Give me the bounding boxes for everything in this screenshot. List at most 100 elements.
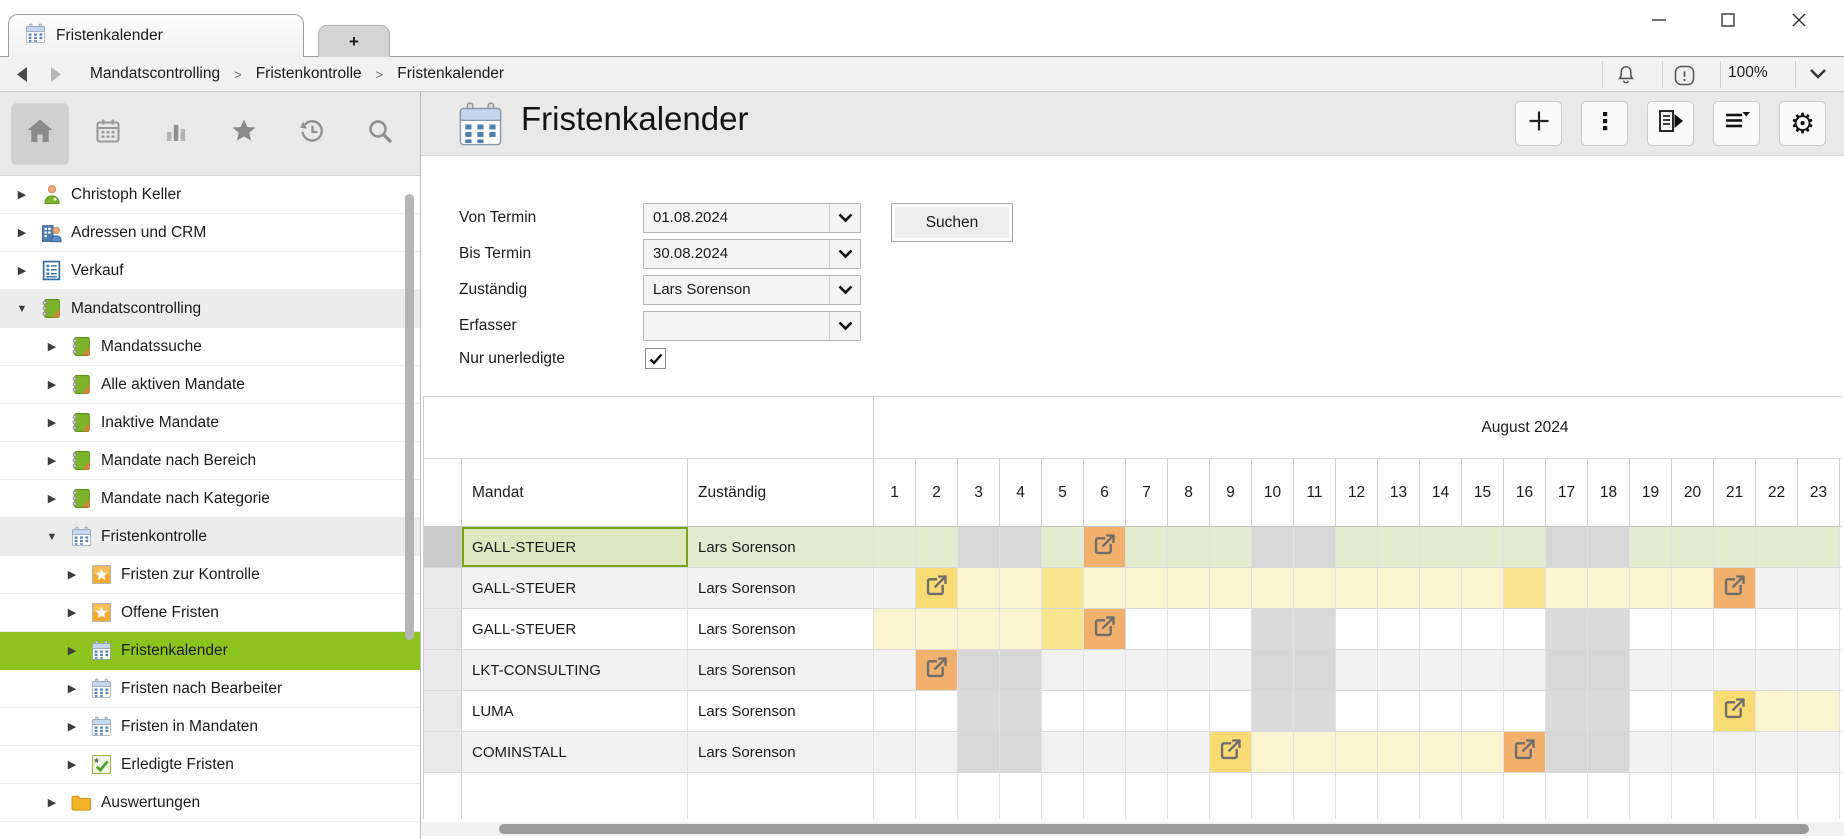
- strip-home-button[interactable]: [11, 102, 69, 165]
- sidebar-scrollbar-thumb[interactable]: [405, 194, 414, 640]
- row-gutter[interactable]: [424, 609, 462, 649]
- nav-forward-button[interactable]: [48, 66, 66, 84]
- row-gutter[interactable]: [424, 527, 462, 567]
- expand-arrow-icon[interactable]: ▶: [67, 683, 77, 695]
- zoom-level[interactable]: 100%: [1728, 64, 1768, 81]
- sidebar-item-inaktive-mandate[interactable]: ▶ Inaktive Mandate: [0, 404, 420, 442]
- expand-arrow-icon[interactable]: ▶: [67, 721, 77, 733]
- sidebar-item-adressen-und-crm[interactable]: ▶ Adressen und CRM: [0, 214, 420, 252]
- deadline-marker-day-6[interactable]: [1084, 527, 1126, 567]
- sidebar-item-fristenkontrolle[interactable]: ▼ Fristenkontrolle: [0, 518, 420, 556]
- close-button[interactable]: [1784, 6, 1814, 34]
- notifications-button[interactable]: [1614, 63, 1638, 92]
- expand-arrow-icon[interactable]: ▶: [67, 645, 77, 657]
- expand-arrow-icon[interactable]: ▶: [47, 417, 57, 429]
- sidebar-item-christoph-keller[interactable]: ▶ Christoph Keller: [0, 176, 420, 214]
- deadline-marker-day-2[interactable]: [916, 568, 958, 608]
- breadcrumb-item-2[interactable]: Fristenkontrolle: [255, 65, 362, 82]
- strip-calendar-button[interactable]: [79, 103, 137, 165]
- expand-arrow-icon[interactable]: ▶: [47, 493, 57, 505]
- filter-dropdown-1[interactable]: 01.08.2024: [643, 203, 861, 233]
- sidebar-scrollbar[interactable]: [405, 180, 415, 830]
- strip-star-button[interactable]: [215, 103, 273, 165]
- sidebar-item-fristen-nach-bearbeiter[interactable]: ▶ Fristen nach Bearbeiter: [0, 670, 420, 708]
- sidebar-item-auswertungen[interactable]: ▶ Auswertungen: [0, 784, 420, 822]
- zustaendig-cell[interactable]: Lars Sorenson: [688, 568, 874, 608]
- zustaendig-column-header[interactable]: Zuständig: [688, 459, 874, 526]
- sidebar-item-mandatssuche[interactable]: ▶ Mandatssuche: [0, 328, 420, 366]
- expand-arrow-icon[interactable]: ▶: [67, 569, 77, 581]
- mandat-column-header[interactable]: Mandat: [462, 459, 688, 526]
- expand-arrow-icon[interactable]: ▶: [47, 797, 57, 809]
- settings-button[interactable]: ⚙: [1779, 101, 1826, 146]
- search-button[interactable]: Suchen: [891, 203, 1013, 242]
- sidebar-item-offene-fristen[interactable]: ▶ Offene Fristen: [0, 594, 420, 632]
- alerts-button[interactable]: [1673, 64, 1696, 92]
- expand-arrow-icon[interactable]: ▶: [47, 379, 57, 391]
- strip-bar-chart-button[interactable]: [147, 103, 205, 165]
- collapse-arrow-icon[interactable]: ▼: [46, 530, 58, 543]
- add-button[interactable]: [1515, 101, 1562, 146]
- new-tab-button[interactable]: +: [318, 25, 390, 57]
- report-button[interactable]: [1647, 101, 1694, 146]
- breadcrumb-item-1[interactable]: Mandatscontrolling: [90, 65, 221, 82]
- zustaendig-cell[interactable]: Lars Sorenson: [688, 650, 874, 690]
- sidebar-item-mandate-nach-bereich[interactable]: ▶ Mandate nach Bereich: [0, 442, 420, 480]
- row-gutter[interactable]: [424, 732, 462, 772]
- deadline-marker-day-21[interactable]: [1714, 568, 1756, 608]
- strip-history-button[interactable]: [283, 103, 341, 165]
- horizontal-scrollbar-thumb[interactable]: [499, 824, 1809, 834]
- sidebar-item-alle-aktiven-mandate[interactable]: ▶ Alle aktiven Mandate: [0, 366, 420, 404]
- chevron-down-icon[interactable]: [829, 312, 860, 340]
- chevron-down-icon[interactable]: [829, 204, 860, 232]
- chevron-down-icon[interactable]: [829, 276, 860, 304]
- row-gutter[interactable]: [424, 691, 462, 731]
- zustaendig-cell[interactable]: Lars Sorenson: [688, 691, 874, 731]
- filter-dropdown-4[interactable]: [643, 311, 861, 341]
- deadline-marker-day-16[interactable]: [1504, 732, 1546, 772]
- minimize-button[interactable]: [1644, 6, 1674, 34]
- sidebar-item-fristenkalender[interactable]: ▶ Fristenkalender: [0, 632, 420, 670]
- breadcrumb-item-3[interactable]: Fristenkalender: [397, 65, 505, 82]
- sidebar-item-mandate-nach-kategorie[interactable]: ▶ Mandate nach Kategorie: [0, 480, 420, 518]
- mandat-cell[interactable]: GALL-STEUER: [462, 527, 688, 567]
- tab-fristenkalender[interactable]: Fristenkalender: [8, 14, 304, 57]
- expand-arrow-icon[interactable]: ▶: [67, 607, 77, 619]
- sort-button[interactable]: [1713, 101, 1760, 146]
- expand-arrow-icon[interactable]: ▶: [17, 189, 27, 201]
- expand-arrow-icon[interactable]: ▶: [47, 455, 57, 467]
- nav-back-button[interactable]: [14, 66, 32, 84]
- deadline-marker-day-6[interactable]: [1084, 609, 1126, 649]
- expand-arrow-icon[interactable]: ▶: [47, 341, 57, 353]
- row-gutter[interactable]: [424, 650, 462, 690]
- sidebar-item-fristen-zur-kontrolle[interactable]: ▶ Fristen zur Kontrolle: [0, 556, 420, 594]
- expand-arrow-icon[interactable]: ▶: [67, 759, 77, 771]
- mandat-cell[interactable]: LUMA: [462, 691, 688, 731]
- deadline-marker-day-9[interactable]: [1210, 732, 1252, 772]
- zoom-menu-button[interactable]: [1808, 67, 1828, 86]
- mandat-cell[interactable]: LKT-CONSULTING: [462, 650, 688, 690]
- maximize-button[interactable]: [1713, 6, 1743, 34]
- only-open-checkbox[interactable]: [645, 348, 666, 369]
- sidebar-item-verkauf[interactable]: ▶ Verkauf: [0, 252, 420, 290]
- sidebar-item-mandatscontrolling[interactable]: ▼ Mandatscontrolling: [0, 290, 420, 328]
- expand-arrow-icon[interactable]: ▶: [17, 227, 27, 239]
- mandat-cell[interactable]: GALL-STEUER: [462, 609, 688, 649]
- zustaendig-cell[interactable]: Lars Sorenson: [688, 609, 874, 649]
- more-button[interactable]: [1581, 101, 1628, 146]
- mandat-cell[interactable]: COMINSTALL: [462, 732, 688, 772]
- sidebar-item-erledigte-fristen[interactable]: ▶ Erledigte Fristen: [0, 746, 420, 784]
- zustaendig-cell[interactable]: Lars Sorenson: [688, 732, 874, 772]
- row-gutter[interactable]: [424, 568, 462, 608]
- filter-dropdown-3[interactable]: Lars Sorenson: [643, 275, 861, 305]
- deadline-marker-day-21[interactable]: [1714, 691, 1756, 731]
- expand-arrow-icon[interactable]: ▶: [17, 265, 27, 277]
- zustaendig-cell[interactable]: Lars Sorenson: [688, 527, 874, 567]
- strip-search-button[interactable]: [351, 103, 409, 165]
- filter-dropdown-2[interactable]: 30.08.2024: [643, 239, 861, 269]
- collapse-arrow-icon[interactable]: ▼: [16, 302, 28, 315]
- chevron-down-icon[interactable]: [829, 240, 860, 268]
- deadline-marker-day-2[interactable]: [916, 650, 958, 690]
- horizontal-scrollbar[interactable]: [421, 822, 1844, 836]
- sidebar-item-fristen-in-mandaten[interactable]: ▶ Fristen in Mandaten: [0, 708, 420, 746]
